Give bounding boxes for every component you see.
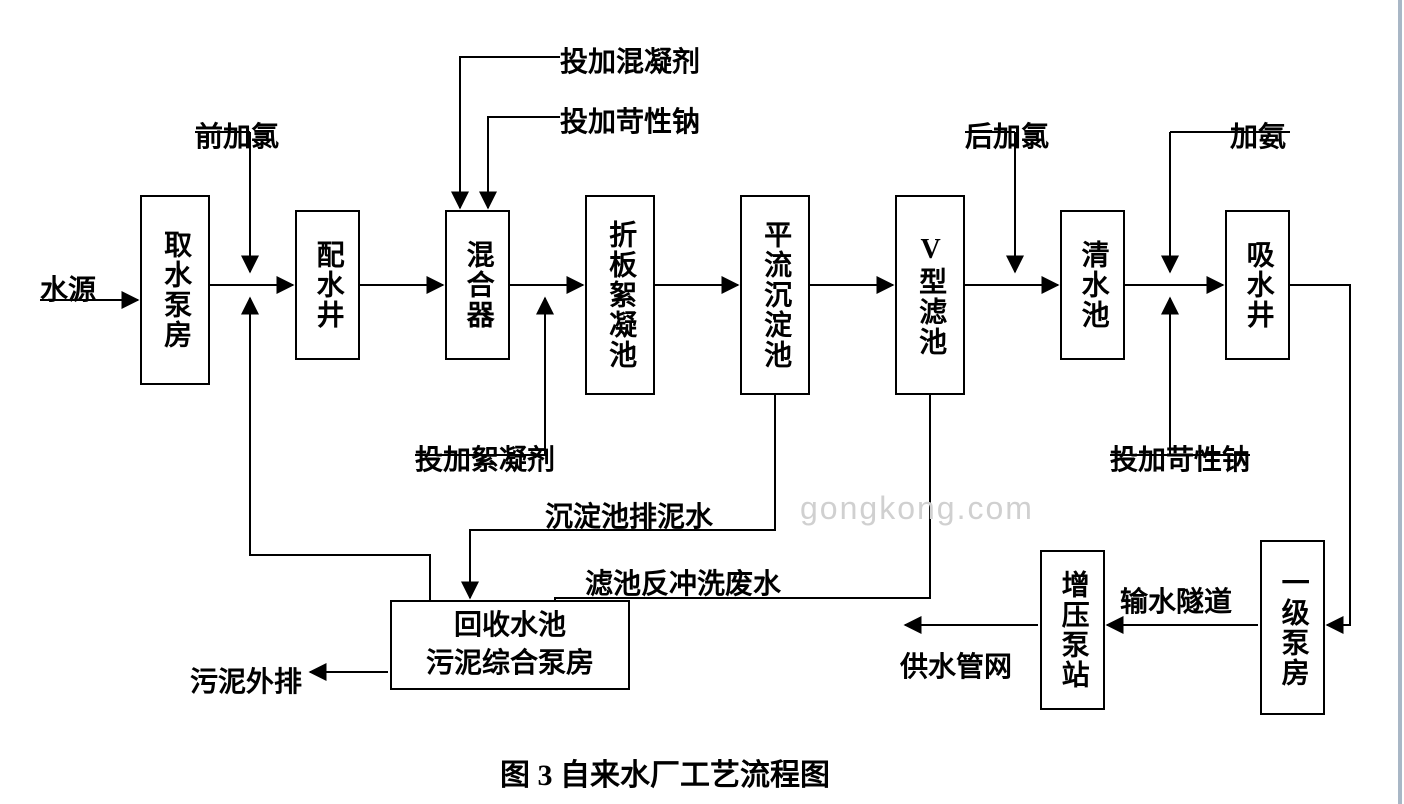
annotation-l_network: 供水管网 xyxy=(900,645,1012,685)
process-box-n_suction: 吸水井 xyxy=(1225,210,1290,360)
process-box-n_floc: 折板絮凝池 xyxy=(585,195,655,395)
watermark: gongkong.com xyxy=(800,490,1034,527)
edge-e_coag xyxy=(460,57,560,208)
annotation-l_backwash: 滤池反冲洗废水 xyxy=(585,562,781,602)
edge-e_naoh1 xyxy=(488,117,560,208)
annotation-l_floccu: 投加絮凝剂 xyxy=(415,438,555,478)
annotation-l_naoh1: 投加苛性钠 xyxy=(560,100,700,140)
process-box-label: 折板絮凝池 xyxy=(604,220,636,370)
process-box-label: 吸水井 xyxy=(1241,240,1273,330)
process-box-n_clear: 清水池 xyxy=(1060,210,1125,360)
right-rule xyxy=(1398,0,1402,804)
process-box-n_recycle: 回收水池污泥综合泵房 xyxy=(390,600,630,690)
annotation-l_nh3: 加氨 xyxy=(1230,115,1286,155)
process-box-n_distwell: 配水井 xyxy=(295,210,360,360)
flowchart-canvas: gongkong.com 图 3 自来水厂工艺流程图 取水泵房 配水井 混合器 折板絮… xyxy=(0,0,1404,804)
figure-caption: 图 3 自来水厂工艺流程图 xyxy=(500,750,830,794)
process-box-label: 一级泵房 xyxy=(1276,568,1308,688)
process-box-label: 平流沉淀池 xyxy=(759,220,791,370)
annotation-l_sedmud: 沉淀池排泥水 xyxy=(545,495,713,535)
annotation-l_precl: 前加氯 xyxy=(195,115,279,155)
process-box-label: 配水井 xyxy=(311,240,343,330)
process-box-label: 取水泵房 xyxy=(159,230,191,350)
process-box-n_vfilter: V型滤池 xyxy=(895,195,965,395)
annotation-l_tunnel: 输水隧道 xyxy=(1120,580,1232,620)
annotation-l_naoh2: 投加苛性钠 xyxy=(1110,438,1250,478)
process-box-label: 回收水池污泥综合泵房 xyxy=(426,607,594,683)
process-box-label: 增压泵站 xyxy=(1056,570,1088,690)
annotation-l_coag: 投加混凝剂 xyxy=(560,40,700,80)
annotation-l_sludge: 污泥外排 xyxy=(190,660,302,700)
process-box-label: V型滤池 xyxy=(914,234,946,357)
process-box-label: 清水池 xyxy=(1076,240,1108,330)
process-box-n_boost: 增压泵站 xyxy=(1040,550,1105,710)
process-box-n_intake: 取水泵房 xyxy=(140,195,210,385)
process-box-label: 混合器 xyxy=(461,240,493,330)
process-box-n_pump1: 一级泵房 xyxy=(1260,540,1325,715)
process-box-n_mixer: 混合器 xyxy=(445,210,510,360)
annotation-l_postcl: 后加氯 xyxy=(965,115,1049,155)
annotation-l_source: 水源 xyxy=(40,268,96,308)
process-box-n_sed: 平流沉淀池 xyxy=(740,195,810,395)
